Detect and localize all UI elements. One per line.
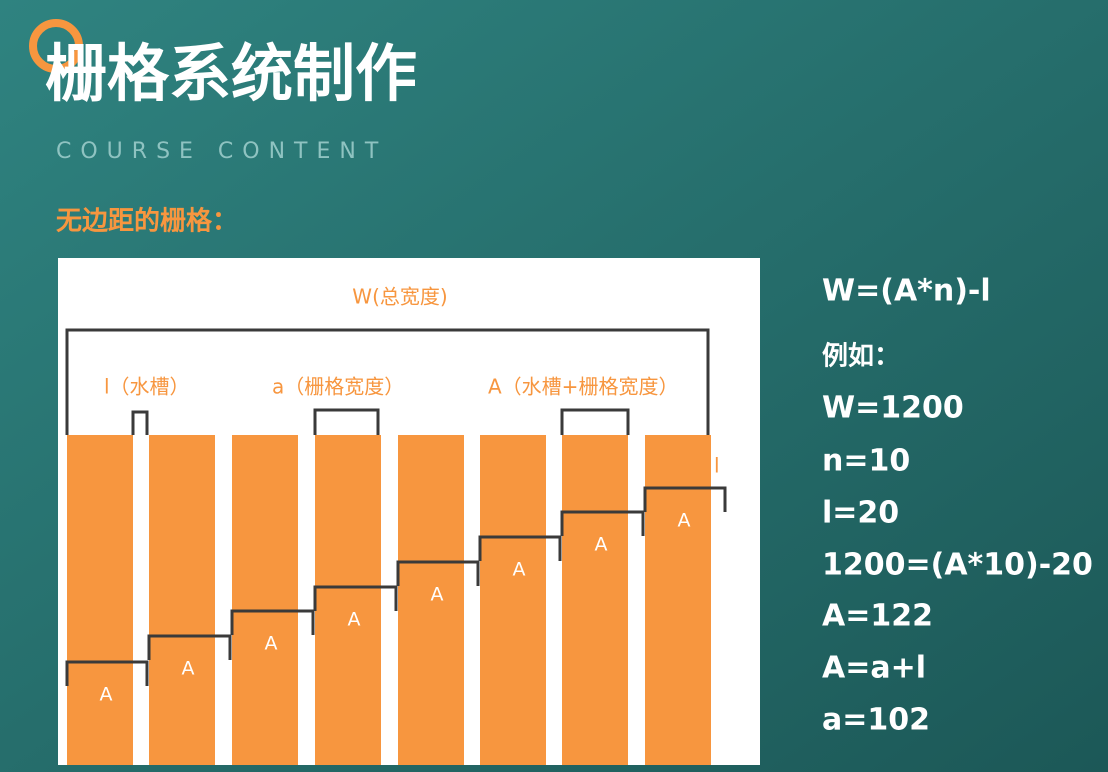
width-label: a（栅格宽度） xyxy=(272,375,404,399)
step-bracket xyxy=(396,560,480,586)
total-bracket xyxy=(65,328,710,435)
step-label: A xyxy=(182,658,195,680)
step-label: A xyxy=(348,609,361,631)
section-title: 无边距的栅格： xyxy=(56,206,238,237)
formula: n=10 xyxy=(822,444,910,479)
step-label: A xyxy=(678,510,691,532)
gutter-label: l（水槽） xyxy=(104,375,190,399)
grid-column xyxy=(232,435,298,765)
formula: W=1200 xyxy=(822,391,964,426)
total-label: W(总宽度) xyxy=(352,285,447,309)
diagram: W(总宽度) l（水槽） a（栅格宽度） A（水槽+栅格宽度） l A A A A A A… xyxy=(65,285,727,765)
grid-column xyxy=(398,435,464,765)
grid-column xyxy=(315,435,381,765)
formula: 1200=(A*10)-20 xyxy=(822,548,1093,583)
step-bracket xyxy=(313,585,398,611)
formula: W=(A*n)-l xyxy=(822,274,991,309)
logo-ring xyxy=(29,19,83,73)
formula: l=20 xyxy=(822,496,899,531)
step-bracket xyxy=(643,486,727,512)
step-label: A xyxy=(431,584,444,606)
step-bracket xyxy=(230,609,315,635)
formula: A=a+l xyxy=(822,651,926,686)
subtitle: COURSE CONTENT xyxy=(56,139,387,164)
step-label: A xyxy=(265,633,278,655)
gutter-bracket xyxy=(131,410,149,435)
step-label: A xyxy=(513,559,526,581)
formula: A=122 xyxy=(822,599,933,634)
width-bracket xyxy=(313,408,380,435)
step-label: A xyxy=(100,684,113,706)
step-bracket xyxy=(478,535,562,561)
formula: 例如： xyxy=(822,342,900,372)
formula: a=102 xyxy=(822,703,930,738)
grid-column xyxy=(149,435,215,765)
step-bracket xyxy=(65,660,149,686)
step-label: A xyxy=(595,534,608,556)
step-bracket xyxy=(560,510,645,536)
unit-label: A（水槽+栅格宽度） xyxy=(488,375,678,399)
grid-column xyxy=(645,435,711,765)
unit-bracket xyxy=(560,408,630,435)
grid-column xyxy=(562,435,628,765)
formulas: W=(A*n)-l 例如： W=1200 n=10 l=20 1200=(A*10)-20… xyxy=(822,274,1093,738)
grid-column xyxy=(480,435,546,765)
end-gutter-label: l xyxy=(714,454,720,478)
grid-column xyxy=(67,435,133,765)
step-bracket xyxy=(147,634,232,660)
title: 栅格系统制作 xyxy=(45,37,417,110)
